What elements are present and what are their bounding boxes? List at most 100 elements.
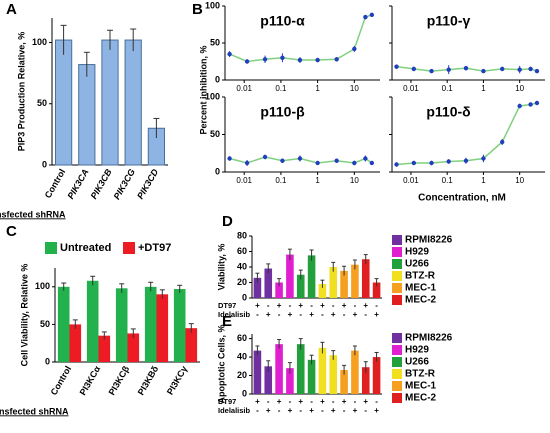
point	[227, 51, 232, 57]
condition-mark: +	[374, 406, 379, 415]
bar	[286, 368, 294, 394]
x-tick-label: 1	[481, 84, 486, 93]
condition-mark: +	[363, 397, 368, 406]
condition-mark: -	[364, 310, 367, 319]
condition-mark: -	[299, 310, 302, 319]
x-tick-label: PI3KCβ	[107, 364, 132, 397]
x-tick-label: Control	[49, 364, 74, 397]
condition-mark: -	[278, 406, 281, 415]
y-tick-label: 0	[45, 356, 50, 366]
condition-mark: +	[298, 397, 303, 406]
bar	[296, 274, 305, 298]
condition-mark: -	[354, 301, 357, 310]
condition-mark: -	[289, 301, 292, 310]
condition-mark: +	[288, 310, 293, 319]
condition-label: Idelalisib	[218, 310, 251, 319]
bar	[101, 39, 119, 166]
point	[429, 160, 434, 166]
fit-line	[229, 156, 373, 164]
panel-label: D	[222, 213, 233, 230]
condition-mark: +	[255, 301, 260, 310]
legend-label: MEC-1	[405, 381, 437, 392]
point	[481, 156, 486, 161]
y-tick-label: 50	[40, 319, 50, 329]
point	[528, 102, 533, 107]
point	[334, 158, 339, 163]
plot-title: p110-α	[260, 13, 305, 29]
x-tick-label: 0.1	[442, 84, 454, 93]
point	[411, 160, 417, 166]
point	[280, 158, 285, 163]
point	[528, 66, 533, 72]
y-axis-label: Apoptotic Cells, %	[216, 324, 226, 403]
y-axis-label: Viability, %	[216, 244, 226, 291]
legend-label: H929	[405, 345, 429, 356]
y-tick-label: 100	[205, 0, 220, 10]
condition-mark: +	[331, 406, 336, 415]
x-tick-label: 10	[350, 84, 359, 93]
legend-swatch	[392, 259, 402, 269]
x-tick-label: 10	[350, 176, 359, 185]
y-tick-label: 100	[32, 37, 47, 47]
condition-mark: +	[309, 406, 314, 415]
y-tick-label: 50	[210, 37, 220, 47]
point	[534, 100, 540, 106]
condition-mark: +	[342, 301, 347, 310]
condition-mark: +	[363, 301, 368, 310]
x-tick-label: PIK3CB	[89, 167, 114, 201]
point	[244, 59, 250, 64]
bar	[286, 254, 294, 298]
condition-mark: -	[364, 406, 367, 415]
point	[262, 154, 268, 160]
bar	[351, 350, 359, 394]
bar	[78, 64, 96, 166]
x-tick-label: PIK3CG	[112, 167, 137, 201]
condition-mark: -	[332, 301, 335, 310]
x-tick-label: 1	[481, 176, 486, 185]
point	[463, 158, 469, 163]
legend-swatch	[392, 393, 402, 403]
x-tick-label: 0.01	[403, 176, 419, 185]
bar	[253, 277, 262, 298]
point	[369, 12, 375, 18]
point	[262, 57, 268, 62]
y-tick-label: 100	[205, 91, 220, 101]
legend-label: Untreated	[60, 242, 111, 254]
x-tick-label: 10	[515, 84, 524, 93]
x-tick-label: 1	[315, 176, 320, 185]
panel-label: B	[192, 1, 203, 18]
panel-label: A	[6, 1, 17, 18]
condition-mark: +	[288, 406, 293, 415]
bar	[318, 284, 327, 298]
point	[334, 57, 339, 62]
condition-mark: -	[267, 397, 270, 406]
condition-label: Idelalisib	[218, 406, 251, 415]
bar	[173, 289, 186, 362]
y-tick-label: 60	[237, 333, 247, 343]
legend-label: U266	[405, 259, 429, 270]
bar	[69, 324, 82, 362]
condition-mark: -	[321, 406, 324, 415]
legend-swatch	[392, 369, 402, 379]
condition-mark: -	[289, 397, 292, 406]
bar	[372, 282, 381, 298]
condition-mark: +	[331, 310, 336, 319]
condition-mark: +	[353, 406, 358, 415]
y-axis-label: Percent inhibition, %	[198, 45, 208, 134]
condition-mark: +	[320, 301, 325, 310]
bar	[86, 280, 99, 362]
x-tick-label: 0.01	[403, 84, 419, 93]
x-tick-label: PIK3CA	[65, 167, 90, 201]
condition-mark: -	[310, 301, 313, 310]
bar	[54, 39, 73, 166]
y-tick-label: 0	[242, 388, 247, 398]
bar	[144, 286, 157, 362]
legend-swatch	[392, 247, 402, 257]
legend-label: U266	[405, 357, 429, 368]
y-tick-label: 50	[37, 98, 47, 108]
y-tick-label: 0	[215, 74, 220, 84]
x-tick-label: PI3KBδ	[136, 364, 161, 397]
x-tick-label: 0.1	[275, 176, 287, 185]
condition-mark: +	[277, 301, 282, 310]
